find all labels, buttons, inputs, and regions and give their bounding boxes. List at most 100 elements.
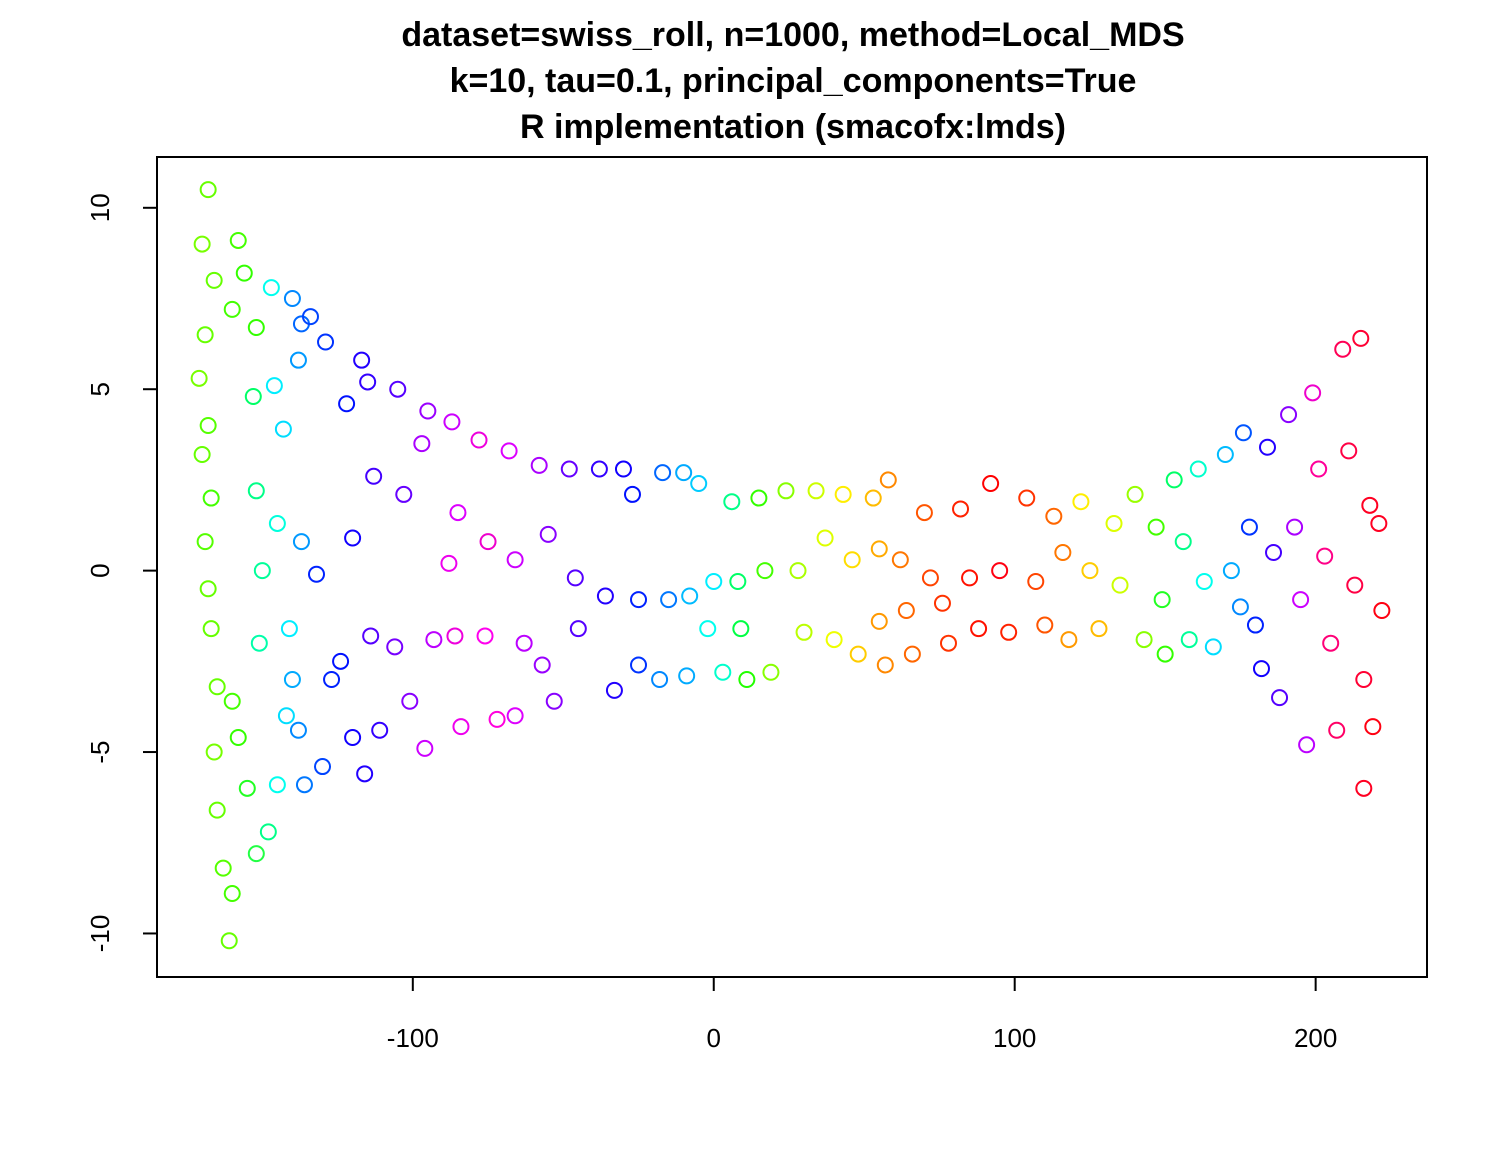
data-point <box>1174 533 1192 551</box>
data-point <box>202 620 220 638</box>
data-point <box>982 475 1000 493</box>
data-point <box>1271 689 1289 707</box>
data-point <box>623 485 641 503</box>
data-point <box>991 562 1009 580</box>
data-point <box>395 485 413 503</box>
data-point <box>247 319 265 337</box>
data-point <box>952 500 970 518</box>
data-point <box>223 885 241 903</box>
data-point <box>915 504 933 522</box>
data-point <box>807 482 825 500</box>
data-point <box>530 456 548 474</box>
data-point <box>265 377 283 395</box>
data-point <box>283 670 301 688</box>
data-point <box>762 663 780 681</box>
data-point <box>795 623 813 641</box>
data-point <box>1105 514 1123 532</box>
data-point <box>362 627 380 645</box>
data-point <box>205 271 223 289</box>
data-point <box>1364 718 1382 736</box>
data-point <box>1334 340 1352 358</box>
y-tick-label: 5 <box>85 382 115 396</box>
data-point <box>1189 460 1207 478</box>
data-point <box>1054 543 1072 561</box>
data-point <box>356 765 374 783</box>
x-tick-label: 100 <box>993 1023 1036 1053</box>
data-point <box>253 562 271 580</box>
data-point <box>961 569 979 587</box>
data-point <box>1126 485 1144 503</box>
data-point <box>479 533 497 551</box>
y-tick-label: -5 <box>85 740 115 763</box>
data-point <box>678 667 696 685</box>
data-point <box>365 467 383 485</box>
data-point <box>566 569 584 587</box>
data-point <box>970 620 988 638</box>
data-point <box>738 670 756 688</box>
data-point <box>1036 616 1054 634</box>
data-point <box>1292 591 1310 609</box>
data-point <box>488 710 506 728</box>
data-point <box>470 431 488 449</box>
data-point <box>1180 631 1198 649</box>
data-point <box>283 290 301 308</box>
data-point <box>202 489 220 507</box>
x-axis: -100 0 100 200 <box>387 976 1337 1053</box>
data-point <box>1322 634 1340 652</box>
data-point <box>401 692 419 710</box>
data-point <box>1340 442 1358 460</box>
data-point <box>1355 670 1373 688</box>
data-point <box>1045 507 1063 525</box>
y-axis: -10 -5 0 5 10 <box>85 193 158 952</box>
data-point <box>675 464 693 482</box>
chart-title-line-2: k=10, tau=0.1, principal_components=True <box>450 62 1137 100</box>
data-point <box>834 485 852 503</box>
data-point <box>196 533 214 551</box>
data-point <box>789 562 807 580</box>
data-point <box>332 652 350 670</box>
data-point <box>247 845 265 863</box>
data-point <box>1355 779 1373 797</box>
data-point <box>208 801 226 819</box>
data-point <box>262 279 280 297</box>
data-point <box>614 460 632 478</box>
data-point <box>259 823 277 841</box>
data-point <box>344 729 362 747</box>
data-point <box>199 416 217 434</box>
data-point <box>690 475 708 493</box>
data-point <box>1072 493 1090 511</box>
data-point <box>1090 620 1108 638</box>
data-point <box>1153 591 1171 609</box>
chart-title-line-1: dataset=swiss_roll, n=1000, method=Local… <box>401 16 1184 54</box>
data-point <box>1234 424 1252 442</box>
data-point <box>371 721 389 739</box>
data-point <box>864 489 882 507</box>
data-point <box>903 645 921 663</box>
data-point <box>539 525 557 543</box>
data-point <box>876 656 894 674</box>
data-point <box>816 529 834 547</box>
data-point <box>413 435 431 453</box>
data-point <box>1265 543 1283 561</box>
data-point <box>323 670 341 688</box>
data-point <box>1316 547 1334 565</box>
data-point <box>308 565 326 583</box>
data-point <box>750 489 768 507</box>
x-tick-label: 200 <box>1294 1023 1337 1053</box>
data-point <box>446 627 464 645</box>
data-point <box>314 758 332 776</box>
data-point <box>301 308 319 326</box>
data-point <box>1258 438 1276 456</box>
data-point <box>199 580 217 598</box>
data-point <box>756 562 774 580</box>
data-point <box>476 627 494 645</box>
data-point <box>1286 518 1304 536</box>
data-point <box>214 859 232 877</box>
data-point <box>630 656 648 674</box>
data-point <box>545 692 563 710</box>
data-point <box>732 620 750 638</box>
data-point <box>196 326 214 344</box>
data-point <box>1135 631 1153 649</box>
data-point <box>1280 406 1298 424</box>
